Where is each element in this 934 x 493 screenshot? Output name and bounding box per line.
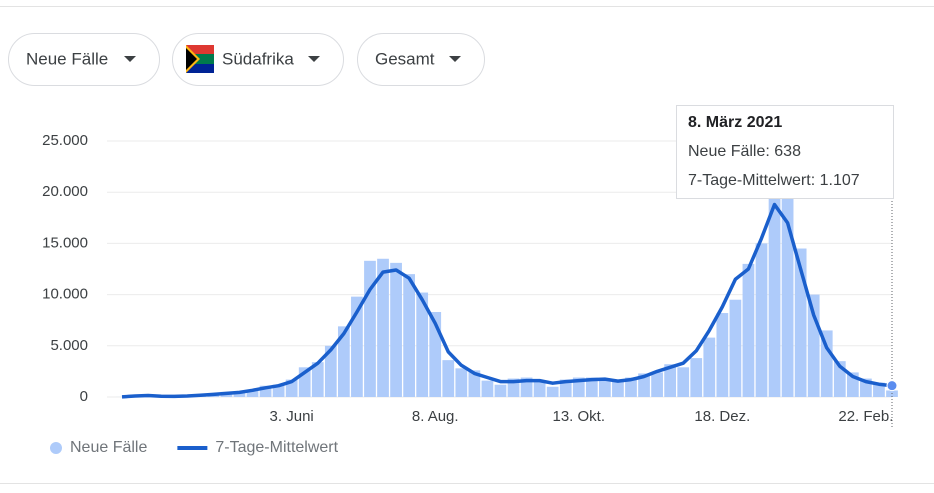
bar (403, 274, 415, 397)
tooltip: 8. März 2021 Neue Fälle: 638 7-Tage-Mitt… (677, 106, 894, 199)
bar (547, 387, 559, 397)
legend-label: Neue Fälle (70, 439, 147, 456)
bar (677, 367, 689, 397)
bar (743, 264, 755, 397)
metric-dropdown[interactable]: Neue Fälle (9, 34, 160, 86)
bar (756, 243, 768, 397)
x-tick-label: 8. Aug. (412, 408, 459, 425)
hover-point (887, 381, 897, 391)
bar (703, 338, 715, 397)
legend-label: 7-Tage-Mittelwert (215, 439, 338, 456)
y-tick-label: 25.000 (42, 132, 88, 149)
country-dropdown[interactable]: Südafrika (173, 34, 344, 86)
bar (455, 368, 467, 397)
y-tick-label: 5.000 (50, 337, 88, 354)
bar (769, 197, 781, 397)
x-tick-label: 18. Dez. (694, 408, 750, 425)
x-tick-label: 3. Juni (270, 408, 314, 425)
bar (442, 360, 454, 397)
y-tick-label: 0 (80, 388, 88, 405)
x-tick-label: 13. Okt. (553, 408, 606, 425)
y-tick-label: 15.000 (42, 234, 88, 251)
bar (651, 372, 663, 397)
bar (482, 381, 494, 397)
legend-swatch (50, 442, 62, 454)
bar (782, 177, 794, 397)
tooltip-row: Neue Fälle: 638 (688, 143, 801, 160)
bar (534, 382, 546, 397)
y-tick-label: 20.000 (42, 183, 88, 200)
dropdown-label[interactable]: Neue Fälle (26, 49, 108, 68)
x-tick-label: 22. Feb. (838, 408, 893, 425)
bar (495, 385, 507, 397)
bar (612, 382, 624, 397)
tooltip-row: 7-Tage-Mittelwert: 1.107 (688, 172, 860, 189)
bar (716, 313, 728, 397)
bar (390, 263, 402, 397)
dropdown-label[interactable]: Südafrika (222, 49, 294, 68)
flag-icon (186, 45, 214, 73)
legend: Neue Fälle 7-Tage-Mittelwert (50, 439, 339, 456)
range-dropdown[interactable]: Gesamt (358, 34, 485, 86)
bar (690, 358, 702, 397)
dropdown-label[interactable]: Gesamt (375, 49, 435, 68)
bar (730, 300, 742, 397)
y-tick-label: 10.000 (42, 286, 88, 303)
tooltip-title: 8. März 2021 (688, 114, 782, 131)
